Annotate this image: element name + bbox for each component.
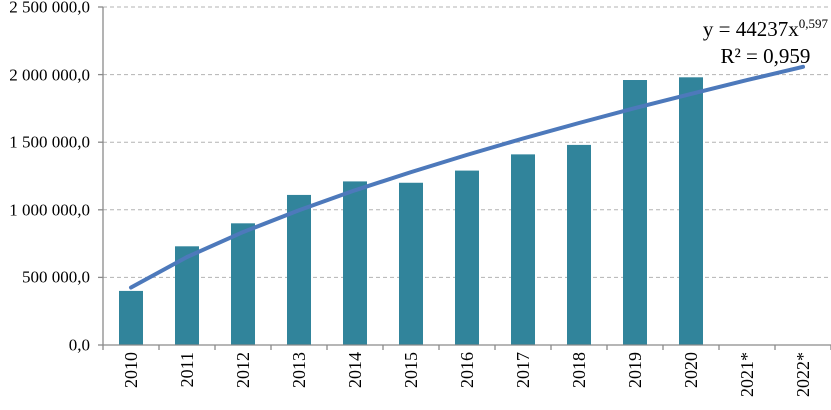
bar-2018	[567, 144, 591, 345]
trendline-annotation: y = 44237x0,597 R² = 0,959	[703, 10, 828, 70]
x-axis-label-2014: 2014	[345, 352, 365, 388]
y-axis-label: 0,0	[68, 335, 90, 355]
x-axis-label-2021: 2021*	[737, 352, 757, 397]
trendline-equation: y = 44237x0,597	[703, 10, 828, 43]
y-axis-label: 2 500 000,0	[9, 0, 90, 17]
x-axis-label-2013: 2013	[289, 352, 309, 388]
bar-2020	[679, 77, 703, 345]
trendline-r-squared: R² = 0,959	[720, 44, 811, 68]
y-axis-label: 500 000,0	[22, 267, 90, 287]
x-axis-label-2010: 2010	[121, 352, 141, 388]
bar-2015	[399, 182, 423, 345]
bar-2010	[119, 290, 143, 345]
bar-2012	[231, 223, 255, 345]
x-axis-label-2016: 2016	[457, 352, 477, 388]
y-axis-label: 1 000 000,0	[9, 200, 90, 220]
bar-2019	[623, 80, 647, 346]
bar-2014	[343, 181, 367, 345]
trendline	[129, 64, 805, 290]
y-axis-label: 2 000 000,0	[9, 65, 90, 85]
bar-2016	[455, 170, 479, 345]
x-axis-label-2020: 2020	[681, 352, 701, 388]
bar-2017	[511, 154, 535, 345]
y-axis-label: 1 500 000,0	[9, 132, 90, 152]
x-axis-label-2022: 2022*	[793, 352, 813, 397]
x-axis-label-2011: 2011	[177, 352, 197, 388]
x-axis-label-2019: 2019	[625, 352, 645, 388]
trendline-equation-base: y = 44237x	[702, 17, 799, 41]
x-axis-label-2017: 2017	[513, 352, 533, 388]
x-axis-label-2015: 2015	[401, 352, 421, 388]
x-axis-label-2018: 2018	[569, 352, 589, 388]
trendline-equation-exponent: 0,597	[798, 16, 828, 31]
x-axis-label-2012: 2012	[233, 352, 253, 388]
bar-2013	[287, 194, 311, 345]
